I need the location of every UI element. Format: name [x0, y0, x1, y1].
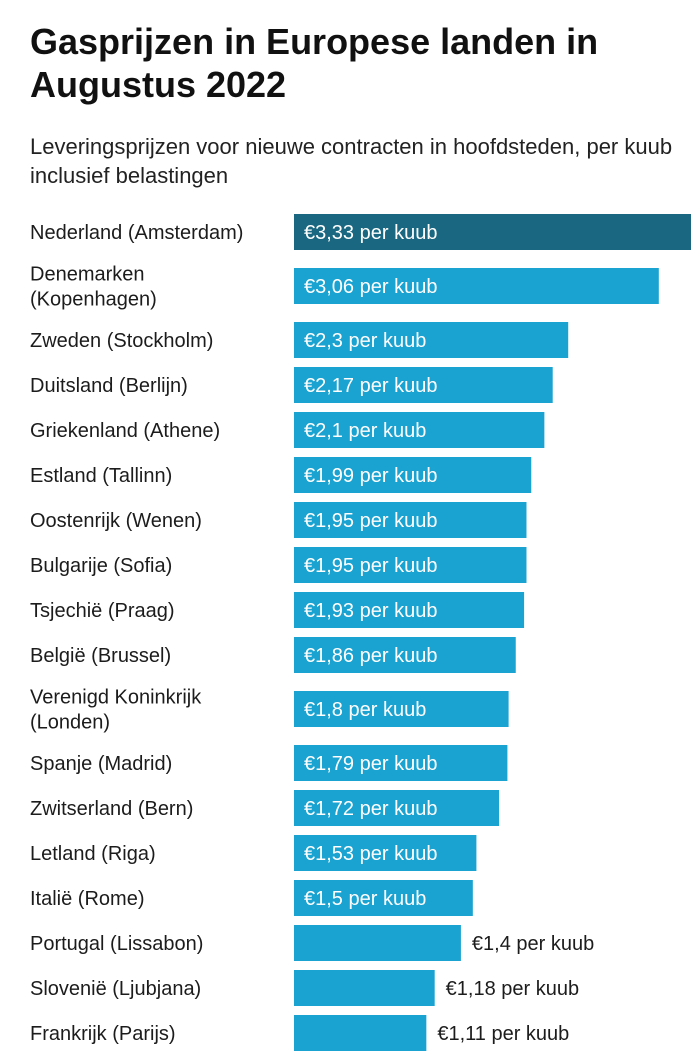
row-label: Estland (Tallinn) — [30, 465, 172, 487]
bar — [294, 745, 508, 781]
row-label: Tsjechië (Praag) — [30, 600, 175, 622]
row-label: Duitsland (Berlijn) — [30, 375, 188, 397]
row-label-line: Zweden (Stockholm) — [30, 330, 213, 352]
bar-value-label: €1,99 per kuub — [304, 465, 437, 487]
bar-value-label: €1,8 per kuub — [304, 699, 426, 721]
bar-value-label: €2,1 per kuub — [304, 420, 426, 442]
bar-row: Frankrijk (Parijs) €1,11 per kuub — [30, 1015, 569, 1051]
bar — [294, 637, 516, 673]
row-label-line: Frankrijk (Parijs) — [30, 1023, 176, 1045]
bar-row: Portugal (Lissabon) €1,4 per kuub — [30, 925, 594, 961]
bar-value-label: €1,5 per kuub — [304, 888, 426, 910]
row-label: Oostenrijk (Wenen) — [30, 510, 202, 532]
bar-row: Italië (Rome) €1,5 per kuub — [30, 880, 473, 916]
bar-row: België (Brussel) €1,86 per kuub — [30, 637, 516, 673]
bar — [294, 214, 691, 250]
bar — [294, 547, 527, 583]
bar-value-label: €1,72 per kuub — [304, 798, 437, 820]
row-label: Bulgarije (Sofia) — [30, 555, 172, 577]
row-label: Verenigd Koninkrijk (Londen) — [30, 687, 202, 734]
bar-row: Verenigd Koninkrijk (Londen) €1,8 per kuub — [30, 687, 509, 734]
row-label-line: Nederland (Amsterdam) — [30, 222, 243, 244]
bar-row: Letland (Riga) €1,53 per kuub — [30, 835, 477, 871]
row-label: Denemarken (Kopenhagen) — [30, 264, 157, 311]
chart-subtitle: Leveringsprijzen voor nieuwe contracten … — [30, 134, 673, 188]
bar-value-label: €1,18 per kuub — [446, 978, 579, 1000]
row-label-line: Italië (Rome) — [30, 888, 144, 910]
row-label-line: (Londen) — [30, 712, 110, 734]
bar-value-label: €3,33 per kuub — [304, 222, 437, 244]
bar — [294, 457, 532, 493]
bar-chart: Nederland (Amsterdam) €3,33 per kuub Denem… — [30, 214, 691, 1051]
row-label: Letland (Riga) — [30, 843, 156, 865]
chart-title: Gasprijzen in Europese landen in Augustu… — [30, 21, 599, 105]
bar-value-label: €1,4 per kuub — [472, 933, 594, 955]
row-label-line: Tsjechië (Praag) — [30, 600, 175, 622]
bar-row: Bulgarije (Sofia) €1,95 per kuub — [30, 547, 527, 583]
bar-row: Zwitserland (Bern) €1,72 per kuub — [30, 790, 500, 826]
row-label-line: Oostenrijk (Wenen) — [30, 510, 202, 532]
bar — [294, 835, 477, 871]
row-label-line: Letland (Riga) — [30, 843, 156, 865]
bar — [294, 592, 525, 628]
row-label: Slovenië (Ljubjana) — [30, 978, 201, 1000]
bar — [294, 790, 500, 826]
bar — [294, 268, 659, 304]
bar-value-label: €2,17 per kuub — [304, 375, 437, 397]
row-label-line: Zwitserland (Bern) — [30, 798, 193, 820]
bar-value-label: €1,79 per kuub — [304, 753, 437, 775]
bar-value-label: €1,53 per kuub — [304, 843, 437, 865]
bar-value-label: €3,06 per kuub — [304, 276, 437, 298]
bar-value-label: €1,95 per kuub — [304, 510, 437, 532]
bar — [294, 412, 545, 448]
row-label-line: Denemarken — [30, 264, 145, 286]
row-label-line: Portugal (Lissabon) — [30, 933, 203, 955]
row-label-line: België (Brussel) — [30, 645, 171, 667]
bar — [294, 925, 461, 961]
bar-row: Tsjechië (Praag) €1,93 per kuub — [30, 592, 525, 628]
row-label-line: Verenigd Koninkrijk — [30, 687, 202, 709]
row-label-line: Spanje (Madrid) — [30, 753, 172, 775]
row-label: Zwitserland (Bern) — [30, 798, 193, 820]
bar — [294, 322, 569, 358]
bar-value-label: €1,95 per kuub — [304, 555, 437, 577]
bar — [294, 970, 435, 1006]
bar-row: Zweden (Stockholm) €2,3 per kuub — [30, 322, 569, 358]
row-label: Zweden (Stockholm) — [30, 330, 213, 352]
row-label-line: Bulgarije (Sofia) — [30, 555, 172, 577]
bar-value-label: €1,11 per kuub — [437, 1023, 569, 1045]
row-label-line: Griekenland (Athene) — [30, 420, 220, 442]
bar — [294, 691, 509, 727]
bar-row: Oostenrijk (Wenen) €1,95 per kuub — [30, 502, 527, 538]
bar-row: Griekenland (Athene) €2,1 per kuub — [30, 412, 545, 448]
row-label: Griekenland (Athene) — [30, 420, 220, 442]
bar — [294, 1015, 427, 1051]
bar-value-label: €1,93 per kuub — [304, 600, 437, 622]
bar-row: Estland (Tallinn) €1,99 per kuub — [30, 457, 532, 493]
row-label: Spanje (Madrid) — [30, 753, 172, 775]
bar — [294, 367, 553, 403]
bar-value-label: €2,3 per kuub — [304, 330, 426, 352]
bar-row: Spanje (Madrid) €1,79 per kuub — [30, 745, 508, 781]
bar-row: Duitsland (Berlijn) €2,17 per kuub — [30, 367, 553, 403]
row-label: Nederland (Amsterdam) — [30, 222, 243, 244]
bar-row: Nederland (Amsterdam) €3,33 per kuub — [30, 214, 691, 250]
bar-row: Slovenië (Ljubjana) €1,18 per kuub — [30, 970, 579, 1006]
bar-row: Denemarken (Kopenhagen) €3,06 per kuub — [30, 264, 659, 311]
row-label-line: (Kopenhagen) — [30, 289, 157, 311]
row-label: België (Brussel) — [30, 645, 171, 667]
bar-value-label: €1,86 per kuub — [304, 645, 437, 667]
bar — [294, 880, 473, 916]
row-label-line: Slovenië (Ljubjana) — [30, 978, 201, 1000]
row-label-line: Estland (Tallinn) — [30, 465, 172, 487]
row-label: Italië (Rome) — [30, 888, 144, 910]
bar — [294, 502, 527, 538]
row-label: Frankrijk (Parijs) — [30, 1023, 176, 1045]
row-label-line: Duitsland (Berlijn) — [30, 375, 188, 397]
row-label: Portugal (Lissabon) — [30, 933, 203, 955]
